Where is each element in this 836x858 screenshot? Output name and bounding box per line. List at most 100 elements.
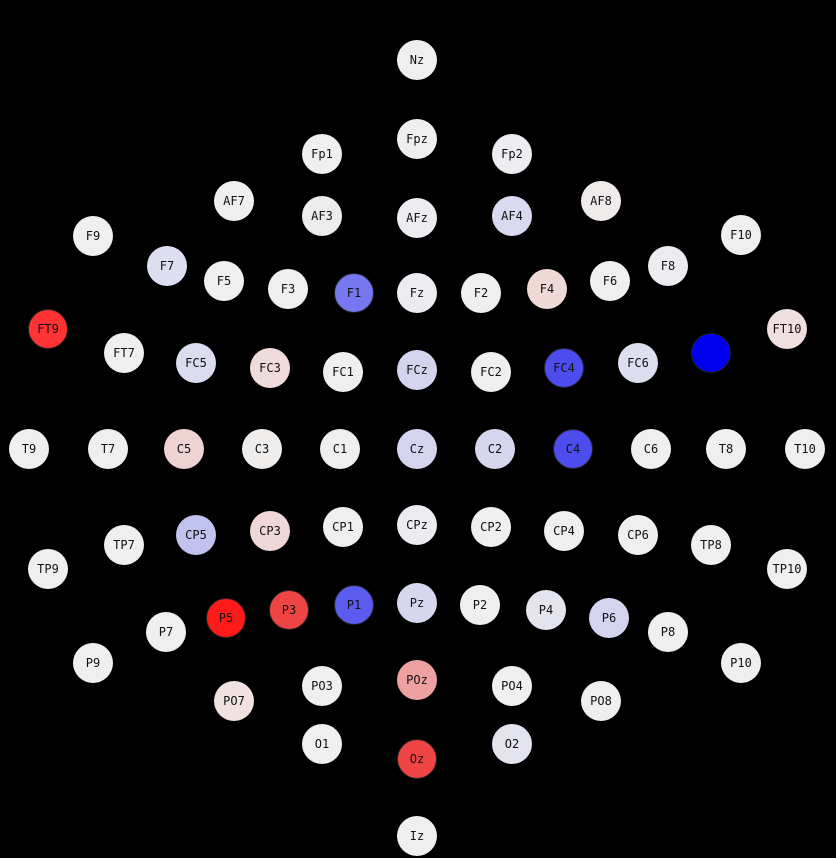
electrode-f4: F4 — [527, 269, 567, 309]
electrode-label: TP8 — [700, 538, 722, 552]
electrode-cp3: CP3 — [250, 511, 290, 551]
electrode-tp7: TP7 — [104, 525, 144, 565]
electrode-label: Fpz — [406, 132, 428, 146]
electrode-af8: AF8 — [581, 181, 621, 221]
electrode-ft10: FT10 — [767, 309, 807, 349]
electrode-nz: Nz — [397, 40, 437, 80]
electrode-label: F2 — [473, 286, 489, 300]
electrode-label: TP9 — [37, 562, 59, 576]
electrode-label: CP1 — [332, 520, 354, 534]
electrode-poz: POz — [397, 660, 437, 700]
electrode-af4: AF4 — [492, 196, 532, 236]
electrode-p6: P6 — [589, 598, 629, 638]
electrode-afz: AFz — [397, 198, 437, 238]
electrode-fc3: FC3 — [250, 348, 290, 388]
electrode-label: C1 — [332, 442, 348, 456]
electrode-oz: Oz — [397, 739, 437, 779]
electrode-f8: F8 — [648, 246, 688, 286]
electrode-fpz: Fpz — [397, 119, 437, 159]
electrode-label: AF3 — [311, 209, 333, 223]
electrode-label: FT9 — [37, 322, 59, 336]
electrode-label: AF8 — [590, 194, 612, 208]
electrode-t8: T8 — [706, 429, 746, 469]
electrode-label: CP3 — [259, 524, 281, 538]
electrode-label: F5 — [216, 274, 232, 288]
electrode-fc1: FC1 — [323, 352, 363, 392]
electrode-label: C5 — [176, 442, 192, 456]
electrode-f7: F7 — [147, 246, 187, 286]
electrode-label: C2 — [487, 442, 503, 456]
electrode-t9: T9 — [9, 429, 49, 469]
electrode-p7: P7 — [146, 612, 186, 652]
electrode-label: FC4 — [553, 361, 575, 375]
electrode-cp5: CP5 — [176, 515, 216, 555]
electrode-label: PO4 — [501, 679, 523, 693]
electrode-label: F8 — [660, 259, 676, 273]
electrode-fc4: FC4 — [544, 348, 584, 388]
electrode-o1: O1 — [302, 724, 342, 764]
electrode-label: AF4 — [501, 209, 523, 223]
electrode-po3: PO3 — [302, 666, 342, 706]
electrode-af3: AF3 — [302, 196, 342, 236]
electrode-fc5: FC5 — [176, 343, 216, 383]
electrode-f9: F9 — [73, 216, 113, 256]
electrode-label: AF7 — [223, 194, 245, 208]
electrode-fc6: FC6 — [618, 343, 658, 383]
electrode-p3: P3 — [269, 590, 309, 630]
electrode-label: P1 — [346, 598, 362, 612]
electrode-label: FC6 — [627, 356, 649, 370]
electrode-label: CP2 — [480, 520, 502, 534]
electrode-label: C3 — [254, 442, 270, 456]
electrode-label: TP7 — [113, 538, 135, 552]
electrode-af7: AF7 — [214, 181, 254, 221]
electrode-label: F4 — [539, 282, 555, 296]
electrode-p9: P9 — [73, 643, 113, 683]
electrode-po4: PO4 — [492, 666, 532, 706]
electrode-label: POz — [406, 673, 428, 687]
electrode-label: FC5 — [185, 356, 207, 370]
electrode-c6: C6 — [631, 429, 671, 469]
electrode-cp4: CP4 — [544, 511, 584, 551]
electrode-label: P10 — [730, 656, 752, 670]
electrode-label: Cz — [409, 442, 425, 456]
electrode-p4: P4 — [526, 590, 566, 630]
electrode-label: CP6 — [627, 528, 649, 542]
electrode-label: PO8 — [590, 694, 612, 708]
electrode-label: FC3 — [259, 361, 281, 375]
electrode-pz: Pz — [397, 583, 437, 623]
electrode-c1: C1 — [320, 429, 360, 469]
electrode-label: FT7 — [113, 346, 135, 360]
electrode-c4: C4 — [553, 429, 593, 469]
electrode-o2: O2 — [492, 724, 532, 764]
electrode-label: T8 — [718, 442, 734, 456]
electrode-t7: T7 — [88, 429, 128, 469]
electrode-label: P8 — [660, 625, 676, 639]
electrode-fc2: FC2 — [471, 352, 511, 392]
electrode-ft9: FT9 — [28, 309, 68, 349]
electrode-label: FC1 — [332, 365, 354, 379]
electrode-f1: F1 — [334, 273, 374, 313]
electrode-label: CPz — [406, 518, 428, 532]
electrode-label: FCz — [406, 363, 428, 377]
electrode-label: Nz — [409, 53, 425, 67]
electrode-p1: P1 — [334, 585, 374, 625]
electrode-cz: Cz — [397, 429, 437, 469]
electrode-po7: PO7 — [214, 681, 254, 721]
electrode-t10: T10 — [785, 429, 825, 469]
electrode-label: P9 — [85, 656, 101, 670]
electrode-label: F7 — [159, 259, 175, 273]
electrode-label: O1 — [314, 737, 330, 751]
electrode-p2: P2 — [460, 585, 500, 625]
electrode-cp6: CP6 — [618, 515, 658, 555]
electrode-cpz: CPz — [397, 505, 437, 545]
electrode-label: C6 — [643, 442, 659, 456]
electrode-fp1: Fp1 — [302, 134, 342, 174]
electrode-label: F9 — [85, 229, 101, 243]
electrode-label: F10 — [730, 228, 752, 242]
electrode-tp9: TP9 — [28, 549, 68, 589]
electrode-p8: P8 — [648, 612, 688, 652]
electrode-label: PO3 — [311, 679, 333, 693]
electrode-label: CP4 — [553, 524, 575, 538]
electrode-label: Pz — [409, 596, 425, 610]
electrode-fcz: FCz — [397, 350, 437, 390]
